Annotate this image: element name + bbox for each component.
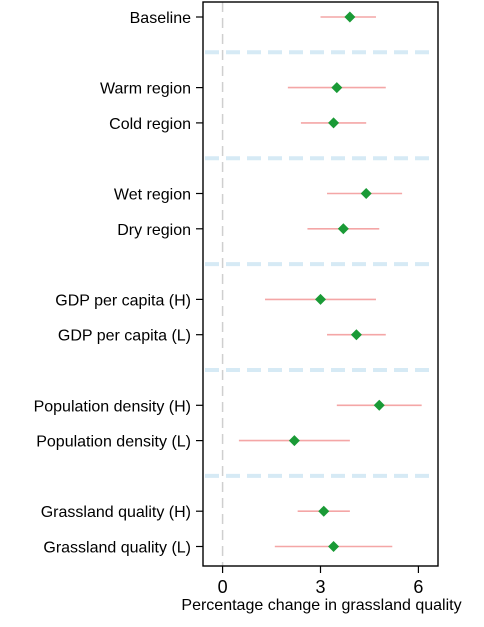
y-ticks: [196, 16, 203, 548]
point-g2-r1: [337, 223, 349, 235]
category-label-g3-r0: GDP per capita (H): [55, 292, 191, 309]
point-g3-r1: [350, 329, 362, 341]
point-estimates: [288, 11, 385, 552]
point-g5-r0: [318, 505, 330, 517]
point-g1-r1: [328, 117, 340, 129]
category-label-g3-r1: GDP per capita (L): [58, 328, 191, 345]
category-label-g5-r0: Grassland quality (H): [41, 504, 191, 521]
category-label-g1-r0: Warm region: [100, 81, 191, 98]
plot-frame: [202, 1, 439, 567]
group-separators: [205, 50, 436, 478]
x-tick-label-3: 3: [315, 577, 325, 597]
point-g4-r0: [373, 399, 385, 411]
x-axis: 0 3 6: [218, 566, 423, 597]
category-labels: Baseline Warm region Cold region Wet region…: [34, 10, 192, 557]
category-label-g1-r1: Cold region: [109, 116, 191, 133]
point-g1-r0: [331, 82, 343, 94]
point-g5-r1: [328, 541, 340, 552]
category-label-g5-r1: Grassland quality (L): [43, 540, 191, 557]
category-label-g2-r1: Dry region: [117, 222, 191, 239]
category-label-g4-r0: Population density (H): [34, 398, 191, 415]
point-g0-r0: [344, 11, 356, 23]
category-label-g2-r0: Wet region: [114, 187, 191, 204]
x-axis-title: Percentage change in grassland quality: [181, 597, 461, 614]
x-tick-label-0: 0: [218, 577, 228, 597]
point-g4-r1: [288, 435, 300, 447]
confidence-intervals: [238, 16, 422, 548]
point-g3-r0: [315, 293, 326, 305]
point-g2-r0: [360, 188, 372, 199]
x-tick-label-6: 6: [413, 577, 423, 597]
category-label-g4-r1: Population density (L): [36, 434, 191, 451]
category-label-g0-r0: Baseline: [130, 10, 191, 27]
